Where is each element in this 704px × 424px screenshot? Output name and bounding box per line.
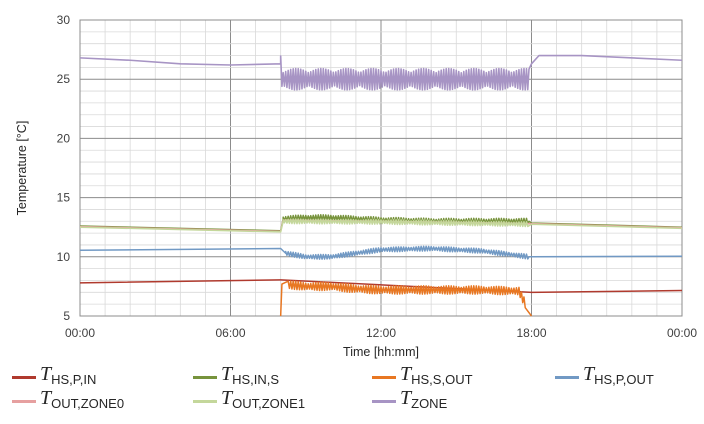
legend-swatch bbox=[193, 375, 217, 379]
legend-swatch bbox=[372, 375, 396, 379]
legend-label: THS,S,OUT bbox=[400, 363, 473, 389]
legend-label: THS,IN,S bbox=[221, 363, 280, 389]
legend-symbol: T bbox=[221, 363, 233, 385]
legend-symbol: T bbox=[400, 363, 412, 385]
y-axis-title: Temperature [°C] bbox=[15, 121, 29, 216]
legend-item: TOUT,ZONE0 bbox=[12, 387, 125, 413]
legend-swatch bbox=[12, 375, 36, 379]
legend-symbol: T bbox=[221, 387, 233, 409]
legend-swatch bbox=[372, 399, 396, 403]
legend-subscript: ZONE bbox=[411, 396, 448, 411]
y-tick-label: 10 bbox=[57, 250, 71, 264]
legend-subscript: HS,IN,S bbox=[232, 372, 280, 387]
series-line-out-zone1 bbox=[79, 218, 683, 233]
legend-subscript: OUT,ZONE1 bbox=[232, 396, 306, 411]
legend-symbol: T bbox=[40, 363, 52, 385]
series-line-zone bbox=[79, 54, 683, 91]
legend-label: TZONE bbox=[400, 387, 448, 413]
y-tick-label: 30 bbox=[57, 13, 71, 27]
legend-item: TZONE bbox=[372, 387, 448, 413]
legend-symbol: T bbox=[400, 387, 412, 409]
y-tick-label: 15 bbox=[57, 191, 71, 205]
legend-swatch bbox=[12, 399, 36, 403]
legend-swatch bbox=[555, 375, 579, 379]
legend-label: THS,P,OUT bbox=[583, 363, 654, 389]
legend-item: THS,P,IN bbox=[12, 363, 97, 389]
series-line-hs-p-in bbox=[79, 279, 683, 294]
x-tick-label: 18:00 bbox=[516, 326, 546, 340]
legend-subscript: HS,P,IN bbox=[51, 372, 97, 387]
legend-label: TOUT,ZONE1 bbox=[221, 387, 306, 413]
legend-subscript: HS,P,OUT bbox=[594, 372, 654, 387]
legend-item: THS,S,OUT bbox=[372, 363, 473, 389]
x-tick-label: 06:00 bbox=[215, 326, 245, 340]
legend-symbol: T bbox=[583, 363, 595, 385]
y-tick-label: 20 bbox=[57, 131, 71, 145]
legend-item: THS,IN,S bbox=[193, 363, 280, 389]
legend-subscript: OUT,ZONE0 bbox=[51, 396, 125, 411]
x-tick-label: 00:00 bbox=[65, 326, 95, 340]
legend-symbol: T bbox=[40, 387, 52, 409]
legend-swatch bbox=[193, 399, 217, 403]
y-tick-label: 25 bbox=[57, 72, 71, 86]
legend-item: THS,P,OUT bbox=[555, 363, 654, 389]
legend-item: TOUT,ZONE1 bbox=[193, 387, 306, 413]
plot-frame bbox=[79, 19, 683, 317]
legend-subscript: HS,S,OUT bbox=[411, 372, 473, 387]
series-line-hs-s-out bbox=[279, 280, 533, 317]
series-line-hs-p-out bbox=[79, 245, 683, 260]
chart-legend: THS,P,IN THS,IN,S THS,S,OUT THS,P,OUT TOUT,Z… bbox=[0, 363, 704, 419]
legend-label: TOUT,ZONE0 bbox=[40, 387, 125, 413]
x-tick-label: 12:00 bbox=[366, 326, 396, 340]
x-axis-title: Time [hh:mm] bbox=[343, 345, 419, 359]
x-tick-label: 00:00 bbox=[667, 326, 697, 340]
y-tick-label: 5 bbox=[63, 309, 70, 323]
legend-label: THS,P,IN bbox=[40, 363, 97, 389]
